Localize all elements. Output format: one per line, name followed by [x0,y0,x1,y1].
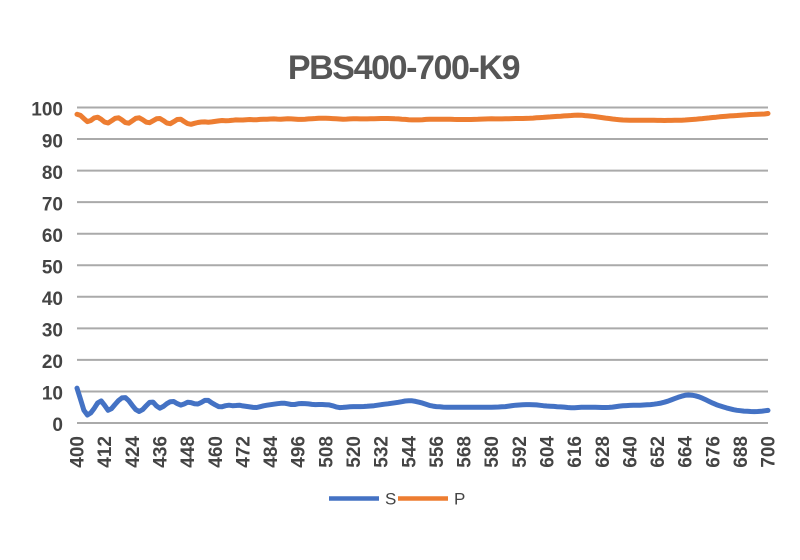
svg-text:30: 30 [42,321,63,342]
svg-text:10: 10 [42,384,63,405]
svg-text:484: 484 [261,436,282,468]
svg-text:580: 580 [482,436,503,468]
svg-text:532: 532 [372,436,393,468]
svg-text:100: 100 [31,100,63,121]
svg-text:448: 448 [178,436,199,468]
svg-text:70: 70 [42,194,63,215]
svg-text:460: 460 [206,436,227,468]
svg-text:20: 20 [42,352,63,373]
svg-text:436: 436 [151,436,172,468]
svg-text:PBS400-700-K9: PBS400-700-K9 [288,49,520,87]
svg-text:520: 520 [344,436,365,468]
svg-text:472: 472 [233,436,254,468]
svg-text:628: 628 [593,436,614,468]
svg-text:652: 652 [648,436,669,468]
svg-text:424: 424 [123,436,144,468]
svg-text:496: 496 [289,436,310,468]
svg-text:90: 90 [42,131,63,152]
svg-text:400: 400 [68,436,89,468]
svg-text:676: 676 [703,436,724,468]
svg-text:0: 0 [52,415,63,436]
svg-text:50: 50 [42,257,63,278]
svg-text:616: 616 [565,436,586,468]
svg-text:604: 604 [537,436,558,468]
svg-text:664: 664 [676,436,697,468]
svg-text:60: 60 [42,226,63,247]
svg-text:40: 40 [42,289,63,310]
svg-text:S: S [385,490,396,509]
svg-text:80: 80 [42,163,63,184]
svg-text:592: 592 [510,436,531,468]
svg-text:556: 556 [427,436,448,468]
svg-text:568: 568 [455,436,476,468]
svg-text:700: 700 [759,436,780,468]
svg-text:640: 640 [620,436,641,468]
svg-text:544: 544 [399,436,420,468]
svg-text:P: P [454,490,465,509]
svg-text:688: 688 [731,436,752,468]
svg-text:412: 412 [95,436,116,468]
svg-text:508: 508 [316,436,337,468]
